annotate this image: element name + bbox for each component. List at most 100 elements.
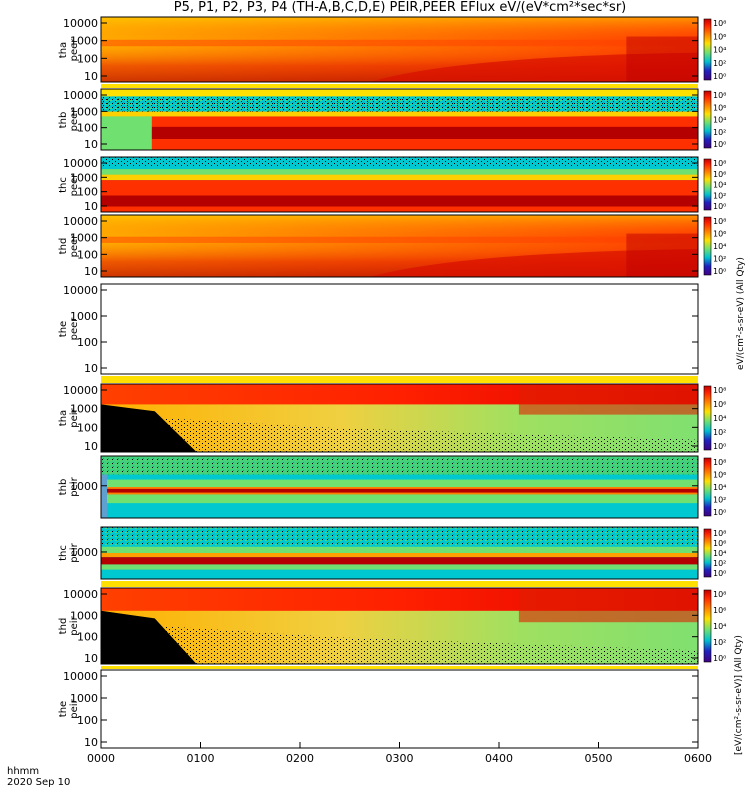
panel-ylabel-line: peir	[69, 699, 80, 719]
panel-ylabel-line: peir	[69, 543, 80, 563]
colorbar-unit-lower: [eV/(cm²-s-sr-eV)] (All Qty)	[734, 635, 744, 755]
colorbar-tick-label: 10⁰	[713, 72, 726, 81]
y-tick-label: 10000	[63, 157, 98, 170]
panel-frame	[100, 156, 699, 213]
flux-band	[151, 126, 698, 140]
colorbar	[703, 90, 712, 149]
panel-frame	[100, 587, 699, 665]
gap-strip	[101, 666, 698, 669]
panel-ylabel-line: peer	[69, 38, 80, 61]
panel-ylabel-line: thc	[58, 176, 69, 193]
no-data-region	[101, 404, 197, 452]
y-tick-label: 1000	[70, 310, 98, 323]
y-tick-label: 1000	[70, 232, 98, 245]
panel-ylabel: tha peer	[58, 25, 80, 75]
y-tick-label: 100	[77, 122, 98, 135]
flux-region	[101, 116, 152, 150]
colorbar-tick-label: 10²	[713, 638, 726, 647]
panel-ylabel-line: peir	[69, 408, 80, 428]
panel-frame	[100, 214, 699, 278]
colorbar-tick-label: 10⁰	[713, 202, 726, 211]
y-tick-label: 10000	[63, 284, 98, 297]
flux-band	[101, 564, 698, 570]
y-tick-label: 10000	[63, 17, 98, 30]
flux-region	[518, 588, 698, 623]
panel-ylabel-line: thb	[58, 478, 69, 496]
y-tick-label: 10	[84, 265, 98, 278]
colorbar	[703, 528, 712, 578]
flux-region	[518, 384, 698, 415]
panel-ylabel-line: thd	[58, 617, 69, 635]
panel-ylabel-line: peer	[69, 173, 80, 196]
colorbar-tick-label: 10²	[713, 428, 726, 437]
colorbar-tick-label: 10⁰	[713, 654, 726, 663]
colorbar-tick-label: 10²	[713, 496, 726, 505]
speckle	[101, 96, 698, 112]
x-axis: 0000 0100 0200 0300 0400 0500 0600	[87, 742, 712, 765]
y-tick-label: 10000	[63, 89, 98, 102]
date-label: 2020 Sep 10	[7, 777, 71, 788]
colorbar-tick-label: 10⁶	[713, 471, 726, 480]
y-tick-label: 10	[84, 652, 98, 665]
speckle	[101, 414, 698, 452]
y-tick-label: 10	[84, 200, 98, 213]
flux-region	[626, 233, 698, 277]
panel-frame	[100, 88, 699, 151]
flux-band	[101, 195, 698, 207]
panel-ylabel: thb peer	[58, 95, 80, 145]
flux-band	[101, 174, 698, 181]
colorbar-tick-label: 10⁴	[713, 242, 726, 251]
panel-ylabel-line: the	[58, 320, 69, 338]
flux-band	[101, 169, 698, 175]
panel-ylabel: thd peir	[58, 601, 80, 651]
panel-ylabel-line: peir	[69, 616, 80, 636]
gap-strip	[101, 376, 698, 383]
flux-band	[101, 527, 698, 546]
colorbar	[703, 158, 712, 211]
x-tick-label: 0400	[485, 752, 513, 765]
colorbar-tick-label: 10⁴	[713, 181, 726, 190]
x-tick-label: 0500	[585, 752, 613, 765]
colorbar-tick-label: 10⁶	[713, 539, 726, 548]
spectrogram-panel: 10000 1000 100 10	[63, 283, 699, 375]
flux-region	[369, 249, 698, 277]
colorbar-tick-label: 10²	[713, 128, 726, 137]
panel-ylabel: tha peir	[58, 393, 80, 443]
x-tick-label: 0600	[684, 752, 712, 765]
panel-background	[101, 670, 698, 748]
panel-frame	[100, 526, 699, 580]
y-tick-label: 1000	[70, 171, 98, 184]
panel-ylabel-line: thc	[58, 545, 69, 561]
colorbar-tick-label: 10⁴	[713, 549, 726, 558]
panel-ylabel-line: peer	[69, 317, 80, 341]
colorbar-tick-label: 10⁶	[713, 606, 726, 615]
colorbar	[703, 589, 712, 663]
y-tick-label: 10000	[63, 215, 98, 228]
y-tick-label: 1000	[70, 692, 98, 705]
y-tick-label: 100	[77, 421, 98, 434]
gap-strip	[101, 581, 698, 587]
panel-frame	[100, 16, 699, 83]
y-tick-label: 100	[77, 631, 98, 644]
y-tick-label: 10	[84, 70, 98, 83]
colorbar-tick-label: 10⁸	[713, 458, 726, 467]
y-tick-label: 100	[77, 336, 98, 349]
colorbar	[703, 385, 712, 451]
x-tick-label: 0200	[286, 752, 314, 765]
colorbar-tick-label: 10⁴	[713, 414, 726, 423]
flux-region	[101, 474, 107, 518]
flux-band	[101, 89, 698, 97]
x-tick-label: 0300	[386, 752, 414, 765]
colorbar-tick-label: 10⁶	[713, 103, 726, 112]
colorbar-tick-label: 10⁸	[713, 91, 726, 100]
y-tick-label: 100	[77, 714, 98, 727]
colorbar-tick-label: 10²	[713, 59, 726, 68]
y-tick-label: 10	[84, 440, 98, 453]
speckle	[101, 622, 698, 664]
panel-frame	[100, 455, 699, 519]
flux-band	[101, 111, 698, 117]
